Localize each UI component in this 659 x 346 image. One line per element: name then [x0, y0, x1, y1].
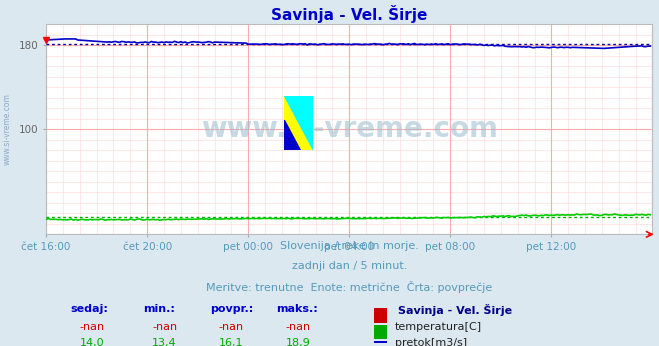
Polygon shape — [285, 100, 299, 123]
Polygon shape — [285, 123, 313, 146]
Title: Savinja - Vel. Širje: Savinja - Vel. Širje — [271, 5, 428, 23]
Text: Savinja - Vel. Širje: Savinja - Vel. Širje — [398, 304, 512, 316]
Text: sedaj:: sedaj: — [71, 304, 108, 314]
Polygon shape — [299, 100, 313, 123]
Text: www.si-vreme.com: www.si-vreme.com — [201, 115, 498, 143]
Text: -nan: -nan — [219, 321, 244, 331]
Polygon shape — [285, 95, 314, 150]
Polygon shape — [285, 95, 314, 150]
Text: 16,1: 16,1 — [219, 338, 243, 346]
Polygon shape — [285, 100, 299, 123]
Polygon shape — [285, 120, 301, 150]
FancyBboxPatch shape — [374, 308, 387, 322]
Text: 13,4: 13,4 — [152, 338, 177, 346]
Text: zadnji dan / 5 minut.: zadnji dan / 5 minut. — [291, 261, 407, 271]
Text: -nan: -nan — [285, 321, 311, 331]
Text: povpr.:: povpr.: — [210, 304, 253, 314]
Text: 14,0: 14,0 — [80, 338, 104, 346]
Text: www.si-vreme.com: www.si-vreme.com — [2, 93, 11, 165]
Text: Meritve: trenutne  Enote: metrične  Črta: povprečje: Meritve: trenutne Enote: metrične Črta: … — [206, 281, 492, 293]
Text: 18,9: 18,9 — [285, 338, 310, 346]
Polygon shape — [299, 123, 313, 146]
FancyBboxPatch shape — [374, 325, 387, 339]
Text: min.:: min.: — [143, 304, 175, 314]
Polygon shape — [299, 100, 313, 123]
FancyBboxPatch shape — [374, 342, 387, 346]
Text: maks.:: maks.: — [277, 304, 318, 314]
Text: -nan: -nan — [152, 321, 177, 331]
Text: pretok[m3/s]: pretok[m3/s] — [395, 338, 467, 346]
Text: Slovenija / reke in morje.: Slovenija / reke in morje. — [280, 240, 418, 251]
Text: temperatura[C]: temperatura[C] — [395, 321, 482, 331]
Text: -nan: -nan — [80, 321, 105, 331]
